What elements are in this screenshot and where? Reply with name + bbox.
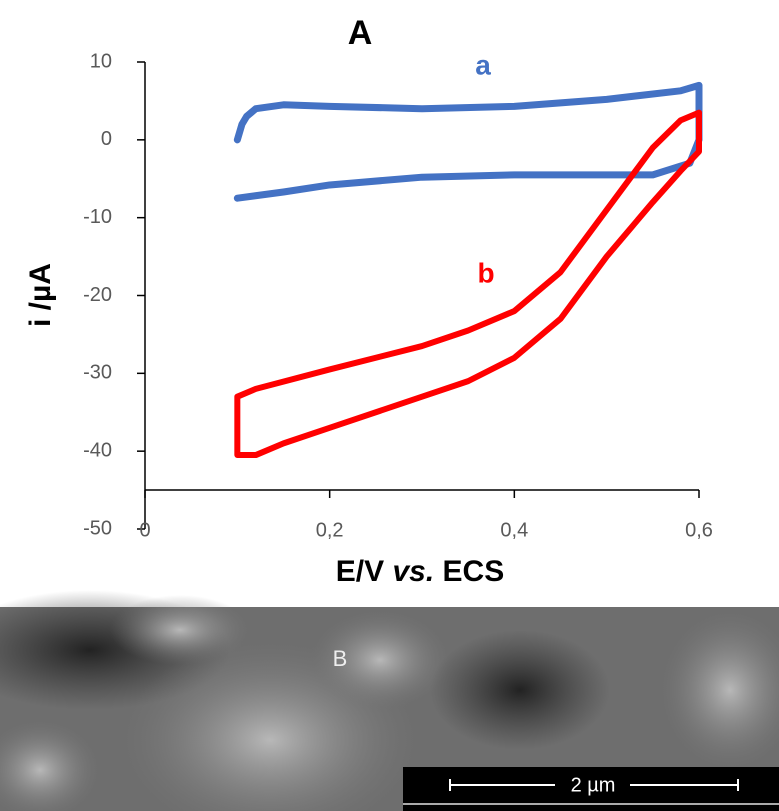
y-tick-label: -50 bbox=[83, 517, 112, 539]
series-line bbox=[233, 81, 703, 202]
y-tick-label: 0 bbox=[101, 128, 112, 150]
sem-panel: B 2 µm bbox=[0, 590, 779, 811]
sem-blob bbox=[310, 610, 450, 710]
y-tick-label: -10 bbox=[83, 206, 112, 228]
y-tick-label: -20 bbox=[83, 284, 112, 306]
sem-shadow bbox=[430, 630, 610, 750]
label-part: vs. bbox=[392, 555, 434, 588]
label-part: ECS bbox=[434, 555, 504, 588]
series-label: b bbox=[477, 257, 494, 288]
series-label: a bbox=[475, 49, 491, 80]
y-tick-label: -30 bbox=[83, 362, 112, 384]
y-axis-label: i /µA bbox=[24, 263, 57, 327]
x-tick-label: 0,2 bbox=[316, 519, 344, 541]
label-part: E/V bbox=[336, 555, 393, 588]
y-tick-label: 10 bbox=[90, 50, 112, 72]
sem-blob bbox=[660, 610, 779, 770]
x-tick-label: 0 bbox=[139, 519, 150, 541]
x-tick-label: 0,6 bbox=[685, 519, 713, 541]
sem-blob bbox=[0, 720, 100, 811]
panel-label: B bbox=[333, 646, 348, 671]
scale-bar-label: 2 µm bbox=[571, 774, 616, 796]
series-line bbox=[234, 109, 702, 459]
y-tick-label: -40 bbox=[83, 439, 112, 461]
x-axis-label: E/V vs. ECS bbox=[336, 555, 504, 588]
x-tick-label: 0,4 bbox=[500, 519, 528, 541]
chart-title: A bbox=[348, 14, 373, 52]
